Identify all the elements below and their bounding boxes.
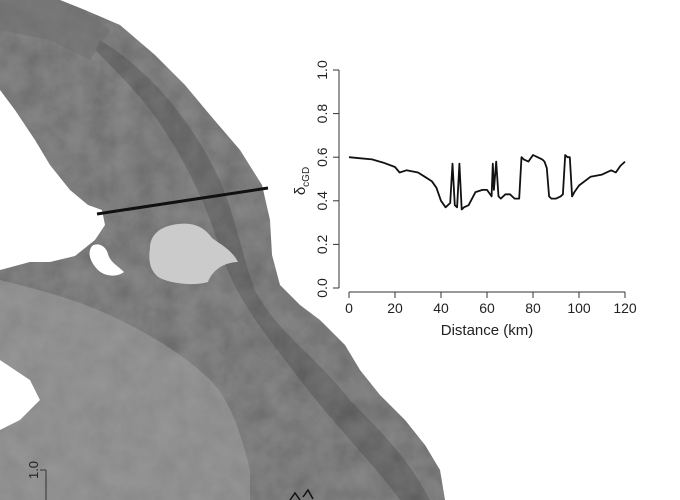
x-axis: 0 20 40 60 80 100 120 — [345, 291, 637, 316]
inset-plot-partial: 1.0 — [26, 461, 314, 500]
x-tick-label: 80 — [525, 300, 541, 316]
y-tick-label: 0.4 — [314, 191, 330, 211]
y-axis: 0.0 0.2 0.4 0.6 0.8 1.0 — [314, 60, 340, 298]
x-tick-label: 0 — [345, 300, 353, 316]
y-tick-label: 1.0 — [314, 60, 330, 80]
y-tick-label: 0.6 — [314, 147, 330, 167]
transect-line — [96, 186, 269, 216]
lake — [149, 223, 238, 285]
bay-water — [89, 244, 124, 276]
y-tick-label: 0.8 — [314, 104, 330, 124]
northern-shore-zone — [0, 0, 110, 60]
highland-ridge — [95, 40, 430, 500]
series-line-0 — [348, 154, 626, 211]
western-lowland — [0, 280, 250, 500]
elevation-map — [0, 0, 445, 500]
y-axis-label: δcGD — [292, 167, 312, 195]
x-tick-label: 60 — [479, 300, 495, 316]
x-tick-label: 40 — [433, 300, 449, 316]
transect-profile-plot: 0.0 0.2 0.4 0.6 0.8 1.0 0 20 40 60 80 100 120 Dista… — [292, 60, 637, 339]
inset-y-tick-label: 1.0 — [26, 461, 41, 479]
y-tick-label: 0.0 — [314, 278, 330, 298]
x-tick-label: 20 — [387, 300, 403, 316]
y-tick-label: 0.2 — [314, 234, 330, 254]
inset-data-fragment — [289, 488, 314, 500]
x-tick-label: 100 — [567, 300, 591, 316]
x-tick-label: 120 — [613, 300, 637, 316]
x-axis-label: Distance (km) — [441, 322, 534, 339]
